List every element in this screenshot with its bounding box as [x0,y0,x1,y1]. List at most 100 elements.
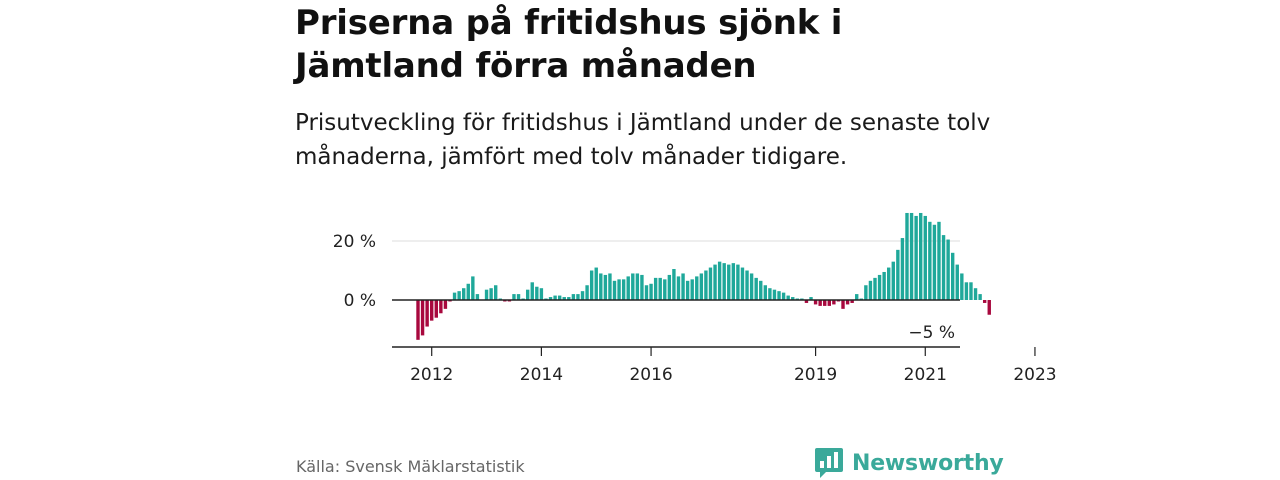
bar-55 [667,274,672,301]
bar-98 [864,285,868,300]
bar-107 [905,212,909,300]
bar-102 [882,271,886,301]
last-value-label: −5 % [908,323,955,343]
y-axis-labels: 20 % 0 % [333,232,376,311]
bar-1 [420,300,425,336]
newsworthy-logo: Newsworthy [814,446,1004,480]
bar-112 [928,221,932,300]
bar-5 [439,300,443,314]
bar-4 [434,300,438,318]
bar-120 [964,282,969,300]
bar-88 [818,300,822,306]
bar-77 [768,288,772,300]
source-note: Källa: Svensk Mäklarstatistik [296,457,525,476]
bar-51 [649,283,653,300]
bar-125 [987,300,991,315]
bar-11 [466,283,470,300]
bar-78 [772,289,777,301]
bar-44 [617,279,621,300]
x-axis-labels: 2012 2014 2016 2019 2021 2023 [410,365,1057,385]
bar-95 [850,300,854,303]
bar-109 [914,215,918,301]
bar-123 [978,294,982,300]
bar-105 [896,249,900,300]
bar-85 [804,300,809,303]
bar-43 [612,280,617,300]
x-tick-label-2014: 2014 [520,365,563,385]
y-tick-label-20: 20 % [333,232,376,252]
bar-70 [736,264,740,300]
bar-10 [462,288,466,300]
bar-38 [589,270,594,300]
bar-34 [571,294,576,300]
bar-86 [809,297,813,300]
bar-118 [955,264,959,300]
bar-71 [740,267,745,300]
bar-15 [484,289,489,301]
bar-61 [695,276,699,300]
bar-24 [525,289,530,301]
bar-111 [923,215,927,301]
bar-22 [516,294,521,300]
bar-114 [937,221,941,300]
bar-115 [941,235,946,300]
bar-64 [708,267,713,300]
bar-49 [640,274,644,301]
bar-46 [626,276,630,300]
bar-59 [685,280,690,300]
bar-58 [681,273,685,300]
bar-29 [548,297,553,300]
bars [416,212,991,340]
bar-67 [722,263,726,301]
bar-39 [594,267,598,300]
bar-66 [717,261,722,300]
bar-87 [813,300,818,305]
bar-99 [868,280,873,300]
bar-122 [973,288,978,300]
bar-36 [580,291,585,300]
bar-74 [754,277,758,301]
bar-47 [631,273,635,300]
bar-25 [530,282,534,300]
bar-108 [909,212,914,300]
bar-103 [887,267,891,300]
x-tick-label-2021: 2021 [904,365,947,385]
bar-82 [791,297,795,300]
bar-16 [489,288,493,300]
bar-37 [585,285,589,300]
newsworthy-logo-icon [815,448,843,478]
bar-81 [786,295,790,300]
bar-124 [982,300,987,303]
bar-100 [873,277,877,301]
bar-117 [950,252,955,300]
bar-53 [658,277,662,301]
bar-30 [553,295,557,300]
bar-90 [827,300,831,306]
bar-50 [644,285,649,300]
bar-41 [603,274,608,301]
bar-52 [653,277,658,301]
bar-94 [845,300,850,305]
bar-75 [759,280,763,300]
bar-57 [676,276,681,300]
logo-text: Newsworthy [852,450,1004,476]
bar-119 [960,273,964,300]
bar-65 [713,264,717,300]
bar-63 [704,270,708,300]
bar-73 [749,273,754,300]
bar-27 [539,288,544,300]
x-axis-ticks [431,347,1036,356]
bar-101 [877,274,882,301]
bar-116 [946,239,950,301]
bar-12 [471,276,475,300]
bar-79 [777,291,781,300]
bar-17 [493,285,498,300]
bar-31 [557,295,562,300]
x-tick-label-2016: 2016 [629,365,672,385]
bar-60 [690,279,694,300]
bar-40 [599,273,603,300]
x-tick-label-2012: 2012 [410,365,453,385]
bar-32 [562,297,566,300]
bar-48 [635,273,640,300]
